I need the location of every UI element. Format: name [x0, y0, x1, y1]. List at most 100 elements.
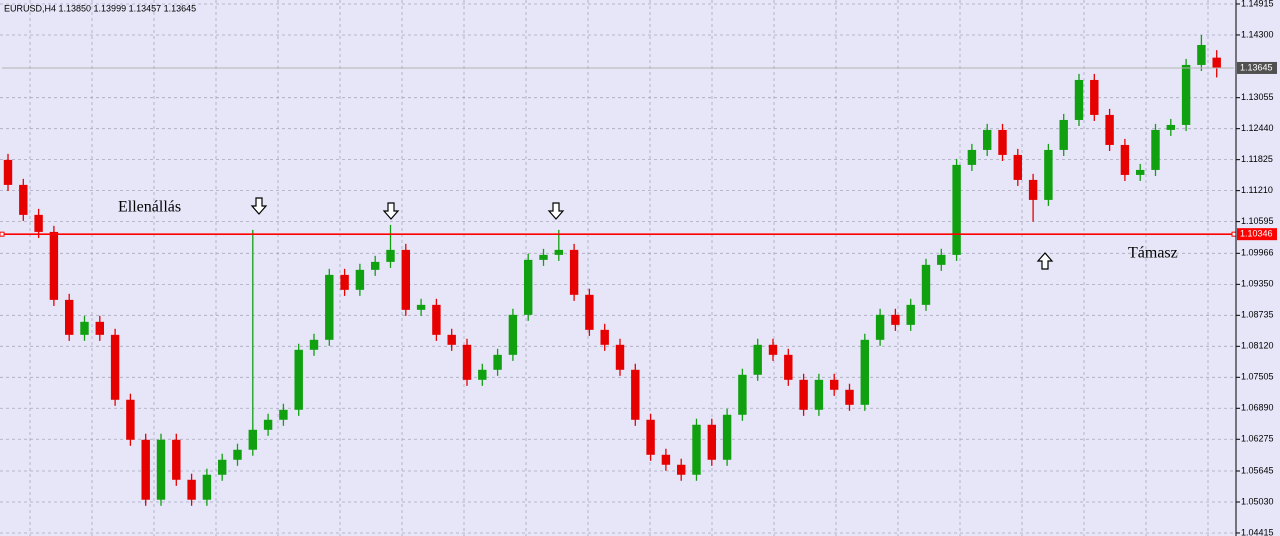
y-tick-label: 1.12440 — [1241, 123, 1274, 133]
candle-body — [661, 454, 671, 465]
candle-body — [19, 184, 28, 215]
candle-body — [370, 261, 380, 270]
price-label: 1.13645 — [1240, 62, 1273, 72]
candle-body — [523, 259, 533, 315]
y-tick-label: 1.10595 — [1241, 216, 1274, 226]
candle-body — [998, 129, 1007, 155]
candle-body — [845, 389, 854, 405]
candle-body — [95, 321, 105, 335]
candle-body — [110, 334, 120, 400]
price-label: 1.10346 — [1240, 229, 1273, 239]
down-arrow — [382, 202, 400, 220]
y-tick-label: 1.05645 — [1241, 465, 1274, 475]
candle-body — [891, 314, 900, 325]
candle-body — [172, 439, 181, 480]
candle-body — [1013, 154, 1023, 180]
candle-body — [309, 339, 319, 350]
price-label-box — [1237, 228, 1277, 241]
candle-body — [508, 314, 518, 355]
candle-body — [829, 379, 839, 390]
candle-body — [263, 419, 273, 430]
candle-body — [1151, 129, 1160, 170]
candle-body — [187, 479, 196, 500]
annotation: Ellenállás — [118, 199, 181, 216]
candle-body — [600, 329, 609, 345]
candle-body — [325, 274, 334, 340]
candle-body — [952, 164, 961, 255]
up-arrow — [1036, 252, 1054, 270]
candle-body — [401, 249, 411, 310]
y-tick-label: 1.06890 — [1241, 403, 1274, 413]
candle-body — [982, 129, 992, 150]
candle-body — [340, 274, 349, 290]
y-tick-label: 1.07505 — [1241, 372, 1274, 382]
y-tick-label: 1.14915 — [1241, 0, 1274, 8]
candle-body — [233, 449, 242, 460]
price-label-box — [1237, 61, 1277, 74]
candles — [3, 34, 1221, 506]
candle-body — [631, 369, 640, 420]
candle-body — [921, 264, 931, 305]
candle-body — [1044, 149, 1053, 200]
candle-body — [1197, 44, 1206, 65]
candle-body — [49, 231, 59, 300]
y-tick-label: 1.06275 — [1241, 434, 1274, 444]
candle-body — [937, 254, 946, 265]
chart-title: EURUSD,H4 1.13850 1.13999 1.13457 1.1364… — [4, 3, 196, 13]
candle-body — [784, 354, 793, 380]
candle-body — [80, 321, 89, 335]
candle-body — [814, 379, 824, 410]
candle-body — [1059, 119, 1068, 150]
candle-body — [126, 399, 135, 440]
candle-body — [141, 439, 150, 500]
y-tick-label: 1.11825 — [1241, 154, 1273, 164]
candle-body — [860, 339, 870, 405]
candle-body — [447, 334, 456, 345]
candle-body — [753, 344, 762, 375]
y-tick-label: 1.14300 — [1241, 29, 1274, 39]
y-tick-label: 1.04415 — [1241, 527, 1274, 536]
y-tick-label: 1.09966 — [1241, 248, 1274, 258]
candle-body — [646, 419, 655, 455]
candle-body — [1105, 114, 1114, 145]
candle-body — [416, 304, 426, 310]
y-tick-label: 1.08120 — [1241, 341, 1274, 351]
price-ticks: 1.14915 1.14300 1.13055 1.12440 1.11825 1.112… — [1236, 0, 1274, 536]
candle-body — [432, 304, 441, 335]
candle-body — [615, 344, 625, 370]
candle-body — [478, 369, 487, 380]
y-tick-label: 1.11210 — [1241, 185, 1273, 195]
candle-body — [967, 149, 977, 165]
candle-body — [217, 459, 227, 475]
candle-body — [768, 344, 778, 355]
candle-body — [279, 409, 288, 420]
candle-body — [1090, 79, 1099, 115]
candle-body — [676, 464, 686, 475]
candle-body — [462, 344, 472, 380]
candle-body — [202, 474, 212, 500]
candle-body — [156, 439, 166, 500]
candle-body — [906, 304, 915, 325]
y-tick-label: 1.05030 — [1241, 496, 1274, 506]
candle-body — [3, 159, 13, 185]
y-tick-label: 1.13055 — [1241, 92, 1274, 102]
y-tick-label: 1.08735 — [1241, 310, 1274, 320]
price-lines: 1.13645 1.10346 — [0, 61, 1277, 241]
down-arrow — [547, 202, 565, 220]
candle-body — [692, 424, 701, 475]
annotation: Támasz — [1128, 245, 1178, 262]
candle-body — [294, 349, 303, 410]
candle-body — [355, 269, 365, 290]
candle-body — [248, 429, 258, 450]
candle-body — [493, 354, 502, 370]
candle-body — [707, 424, 717, 460]
candle-body — [554, 249, 564, 255]
candle-body — [1212, 57, 1221, 68]
candle-body — [1135, 169, 1145, 175]
candle-body — [1028, 179, 1038, 200]
candle-body — [386, 249, 395, 262]
y-tick-label: 1.09350 — [1241, 279, 1274, 289]
